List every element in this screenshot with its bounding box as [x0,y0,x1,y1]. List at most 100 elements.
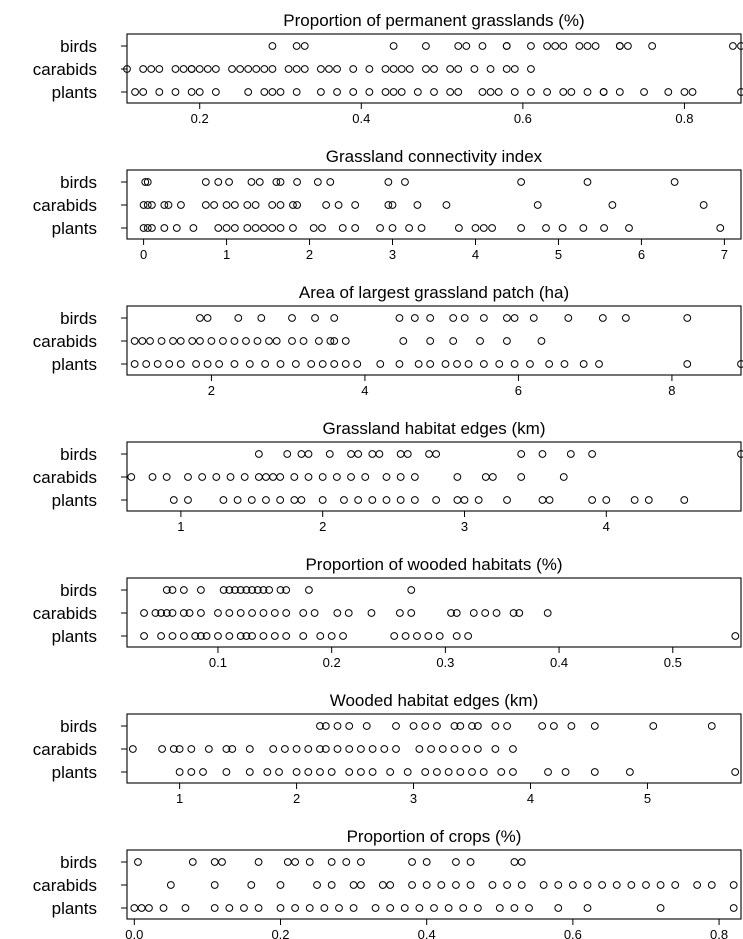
data-point-carabids [225,609,234,617]
data-point-carabids [195,65,204,73]
data-point-carabids [509,609,518,617]
data-point-plants [291,360,300,368]
group-label-plants: plants [52,627,97,646]
data-point-birds [276,178,285,186]
data-point-birds [254,858,263,866]
data-point-carabids [537,337,546,345]
data-point-plants [452,632,461,640]
data-point-carabids [365,65,374,73]
data-point-carabids [407,609,416,617]
data-point-carabids [426,337,435,345]
data-point-carabids [148,473,157,481]
data-point-plants [187,88,196,96]
data-point-birds [300,42,309,50]
data-point-birds [297,450,306,458]
chart-panel-6: Wooded habitat edges (km) birds carabids pl… [33,691,742,806]
data-point-carabids [243,201,252,209]
data-point-birds [242,586,251,594]
data-point-plants [688,88,697,96]
data-point-plants [320,904,329,912]
x-tick-label: 6 [638,247,645,262]
data-point-plants [625,768,634,776]
data-point-carabids [254,473,263,481]
data-point-carabids [127,473,136,481]
data-point-carabids [533,201,542,209]
data-point-carabids [304,745,313,753]
data-point-carabids [454,65,463,73]
data-point-birds [134,858,142,866]
data-point-plants [599,88,608,96]
panel-title: Grassland habitat edges (km) [323,419,546,438]
data-point-plants [307,360,316,368]
data-point-plants [680,88,689,96]
group-label-plants: plants [52,219,97,238]
data-point-carabids [481,609,490,617]
x-tick-label: 7 [721,247,728,262]
group-label-carabids: carabids [33,876,97,895]
data-point-carabids [210,881,219,889]
data-point-plants [495,904,504,912]
data-point-plants [268,88,277,96]
data-point-birds [559,42,568,50]
data-point-plants [545,360,554,368]
data-point-plants [276,360,285,368]
data-point-carabids [332,473,341,481]
data-point-plants [386,904,395,912]
data-point-birds [425,450,433,458]
data-point-carabids [210,201,219,209]
data-point-plants [583,88,592,96]
data-point-carabids [147,65,156,73]
data-point-plants [630,496,639,504]
data-point-carabids [176,337,185,345]
group-label-plants: plants [52,355,97,374]
data-point-birds [313,178,322,186]
data-point-carabids [268,201,277,209]
group-label-plants: plants [52,763,97,782]
data-point-carabids [598,881,607,889]
data-point-birds [517,178,526,186]
data-point-plants [157,632,166,640]
data-point-plants [444,768,453,776]
data-point-carabids [380,745,389,753]
data-point-plants [176,360,185,368]
group-label-birds: birds [60,37,97,56]
data-point-plants [339,632,347,640]
data-point-plants [410,496,419,504]
data-point-plants [290,496,299,504]
data-point-birds [623,42,632,50]
data-point-carabids [333,65,341,73]
plot-frame [126,577,742,648]
group-label-birds: birds [60,173,97,192]
data-point-plants [338,224,347,232]
x-tick-label: 6 [515,383,522,398]
data-point-carabids [469,609,478,617]
data-point-plants [225,632,234,640]
data-point-birds [407,586,416,594]
data-point-birds [433,722,441,730]
x-tick-label: 0.2 [191,111,209,126]
data-point-carabids [138,337,147,345]
data-point-carabids [450,745,459,753]
data-point-carabids [608,201,617,209]
data-point-birds [538,450,547,458]
data-point-birds [257,314,266,322]
data-point-carabids [397,65,406,73]
data-point-plants [382,496,391,504]
data-point-birds [395,314,404,322]
data-point-carabids [248,609,256,617]
data-point-carabids [384,201,393,209]
data-point-birds [162,586,171,594]
x-tick-label: 3 [389,247,396,262]
data-point-carabids [466,881,475,889]
data-point-plants [430,88,438,96]
data-point-birds [529,314,538,322]
group-label-birds: birds [60,581,97,600]
group-label-birds: birds [60,445,97,464]
data-point-birds [564,314,573,322]
data-point-birds [401,178,409,186]
x-tick-label: 1 [177,519,184,534]
data-point-carabids [177,201,185,209]
data-point-carabids [276,201,285,209]
data-point-carabids [168,609,177,617]
group-label-plants: plants [52,83,97,102]
